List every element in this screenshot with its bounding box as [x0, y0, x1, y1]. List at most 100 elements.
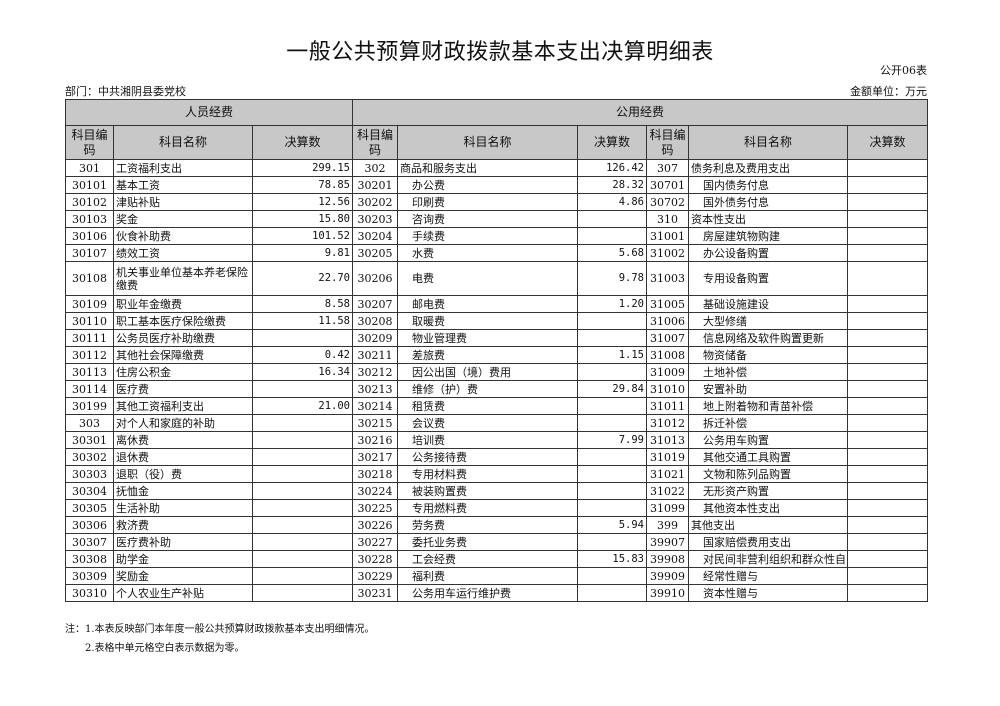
table-row: 30308 助学金 30228 工会经费 15.83 39908 对民间非营利组织和群众性自: [65, 550, 929, 568]
name-cell: 委托业务费: [397, 533, 578, 551]
code-cell: 39908: [646, 550, 689, 568]
code-cell: 30203: [352, 210, 398, 228]
group-personnel: 人员经费: [65, 99, 353, 126]
code-cell: 31013: [646, 431, 689, 449]
name-cell: 专用设备购置: [688, 261, 848, 296]
name-cell: 培训费: [397, 431, 578, 449]
name-cell: 商品和服务支出: [397, 159, 578, 177]
code-cell: 31099: [646, 499, 689, 517]
name-cell: 住房公积金: [113, 363, 253, 381]
amount-cell: [846, 550, 929, 568]
table-row: 301 工资福利支出 299.15 302 商品和服务支出 126.42 307 债务利息及费…: [65, 159, 929, 177]
name-cell: 拆迁补偿: [688, 414, 848, 432]
amount-cell: [846, 414, 929, 432]
name-cell: 生活补助: [113, 499, 253, 517]
name-cell: 房屋建筑物购建: [688, 227, 848, 245]
code-cell: 30227: [352, 533, 398, 551]
name-cell: 办公设备购置: [688, 244, 848, 262]
code-cell: 30201: [352, 176, 398, 194]
table-row: 303 对个人和家庭的补助 30215 会议费 31012 拆迁补偿: [65, 414, 929, 432]
name-cell: 退休费: [113, 448, 253, 466]
code-cell: 30214: [352, 397, 398, 415]
name-cell: 文物和陈列品购置: [688, 465, 848, 483]
code-cell: 30226: [352, 516, 398, 534]
code-cell: 30218: [352, 465, 398, 483]
code-cell: 31022: [646, 482, 689, 500]
amount-cell: [846, 261, 929, 296]
code-cell: 31009: [646, 363, 689, 381]
amount-cell: [577, 210, 647, 228]
amount-cell: [846, 312, 929, 330]
code-cell: 30111: [65, 329, 114, 347]
amount-cell: [577, 533, 647, 551]
name-cell: 水费: [397, 244, 578, 262]
name-cell: 信息网络及软件购置更新: [688, 329, 848, 347]
amount-cell: 7.99: [577, 431, 647, 449]
code-cell: 39909: [646, 567, 689, 585]
code-cell: 31002: [646, 244, 689, 262]
name-cell: 工会经费: [397, 550, 578, 568]
col-code: 科目编码: [65, 125, 114, 160]
code-cell: 30310: [65, 584, 114, 602]
amount-cell: [846, 482, 929, 500]
name-cell: 无形资产购置: [688, 482, 848, 500]
col-code: 科目编码: [646, 125, 689, 160]
amount-cell: 5.68: [577, 244, 647, 262]
amount-cell: 22.70: [252, 261, 353, 296]
code-cell: 30308: [65, 550, 114, 568]
code-cell: 30112: [65, 346, 114, 364]
amount-cell: [846, 346, 929, 364]
amount-cell: 1.20: [577, 295, 647, 313]
note-1: 注：1.本表反映部门本年度一般公共预算财政拨款基本支出明细情况。: [65, 624, 375, 635]
code-cell: 30101: [65, 176, 114, 194]
name-cell: 职业年金缴费: [113, 295, 253, 313]
name-cell: 职工基本医疗保险缴费: [113, 312, 253, 330]
amount-cell: [252, 584, 353, 602]
code-cell: 30209: [352, 329, 398, 347]
amount-cell: [846, 363, 929, 381]
name-cell: 公务用车购置: [688, 431, 848, 449]
name-cell: 伙食补助费: [113, 227, 253, 245]
code-cell: 31011: [646, 397, 689, 415]
code-cell: 30701: [646, 176, 689, 194]
code-cell: 30302: [65, 448, 114, 466]
name-cell: 物资储备: [688, 346, 848, 364]
amount-cell: [846, 176, 929, 194]
code-cell: 30303: [65, 465, 114, 483]
code-cell: 31012: [646, 414, 689, 432]
code-cell: 31003: [646, 261, 689, 296]
code-cell: 30702: [646, 193, 689, 211]
amount-cell: [846, 210, 929, 228]
amount-cell: [846, 584, 929, 602]
amount-cell: 12.56: [252, 193, 353, 211]
amount-cell: [846, 159, 929, 177]
amount-cell: 0.42: [252, 346, 353, 364]
table-row: 30107 绩效工资 9.81 30205 水费 5.68 31002 办公设备购置: [65, 244, 929, 262]
table-row: 30303 退职（役）费 30218 专用材料费 31021 文物和陈列品购置: [65, 465, 929, 483]
amount-cell: 15.83: [577, 550, 647, 568]
code-cell: 30213: [352, 380, 398, 398]
note-2: 2.表格中单元格空白表示数据为零。: [85, 643, 245, 654]
code-cell: 307: [646, 159, 689, 177]
unit-label: 金额单位：万元: [850, 85, 927, 98]
code-cell: 30199: [65, 397, 114, 415]
amount-cell: 28.32: [577, 176, 647, 194]
code-cell: 30216: [352, 431, 398, 449]
name-cell: 公务用车运行维护费: [397, 584, 578, 602]
name-cell: 取暖费: [397, 312, 578, 330]
name-cell: 维修（护）费: [397, 380, 578, 398]
amount-cell: [252, 414, 353, 432]
name-cell: 劳务费: [397, 516, 578, 534]
code-cell: 30109: [65, 295, 114, 313]
amount-cell: 9.81: [252, 244, 353, 262]
name-cell: 福利费: [397, 567, 578, 585]
name-cell: 印刷费: [397, 193, 578, 211]
table-row: 30305 生活补助 30225 专用燃料费 31099 其他资本性支出: [65, 499, 929, 517]
name-cell: 基础设施建设: [688, 295, 848, 313]
name-cell: 津贴补贴: [113, 193, 253, 211]
table-row: 30110 职工基本医疗保险缴费 11.58 30208 取暖费 31006 大型修缮: [65, 312, 929, 330]
amount-cell: [577, 414, 647, 432]
code-cell: 30113: [65, 363, 114, 381]
amount-cell: 101.52: [252, 227, 353, 245]
name-cell: 工资福利支出: [113, 159, 253, 177]
